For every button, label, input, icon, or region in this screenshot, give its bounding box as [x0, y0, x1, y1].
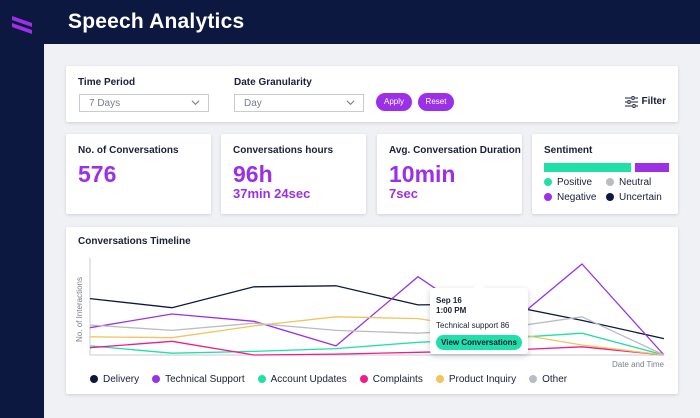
sliders-icon [625, 96, 638, 108]
sentiment-positive-bar [544, 163, 631, 172]
avg-duration-sub: 7sec [389, 186, 418, 201]
legend-item-other[interactable]: Other [529, 374, 567, 385]
page-title: Speech Analytics [68, 10, 244, 34]
conversations-timeline-card: Conversations Timeline No. of Interactio… [66, 227, 678, 394]
legend-item-product-inquiry[interactable]: Product Inquiry [436, 374, 516, 385]
sentiment-legend-uncertain: Uncertain [606, 192, 662, 203]
conversation-hours-value: 96h [233, 161, 273, 188]
legend-item-complaints[interactable]: Complaints [360, 374, 423, 385]
timeline-chart: No. of Interactions Date and Time [66, 227, 678, 372]
time-period-select[interactable]: 7 Days [79, 94, 209, 112]
legend-dot [258, 375, 266, 383]
chevron-down-icon [191, 98, 200, 107]
legend-label: Complaints [373, 374, 423, 385]
sentiment-legend-positive: Positive [544, 177, 592, 188]
filter-label: Filter [642, 96, 666, 107]
timeline-legend: Delivery Technical Support Account Updates… [90, 374, 580, 385]
legend-item-account-updates[interactable]: Account Updates [258, 374, 347, 385]
x-axis-label: Date and Time [612, 360, 665, 369]
conversation-hours-title: Conversations hours [233, 145, 333, 156]
brand-s-icon[interactable] [8, 11, 36, 39]
filter-panel: Time Period 7 Days Date Granularity Day … [66, 66, 678, 122]
main-content: Time Period 7 Days Date Granularity Day … [44, 44, 700, 418]
avg-duration-title: Avg. Conversation Duration [389, 145, 521, 156]
conversations-count-value: 576 [78, 161, 116, 188]
series-line-product-inquiry [90, 317, 664, 355]
legend-label: Delivery [103, 374, 139, 385]
avg-duration-card: Avg. Conversation Duration 10min 7sec [377, 134, 522, 214]
legend-label: Technical Support [165, 374, 245, 385]
time-period-label: Time Period [78, 77, 135, 88]
sentiment-negative-bar [635, 163, 669, 172]
chevron-down-icon [346, 98, 355, 107]
sentiment-card: Sentiment Positive Neutral Negative Unce… [532, 134, 678, 214]
sentiment-title: Sentiment [544, 145, 592, 156]
legend-dot [529, 375, 537, 383]
view-conversations-button[interactable]: View Conversations [436, 335, 522, 350]
time-period-value: 7 Days [89, 98, 120, 109]
legend-dot [360, 375, 368, 383]
filter-button[interactable]: Filter [642, 96, 666, 107]
conversation-hours-card: Conversations hours 96h 37min 24sec [221, 134, 366, 214]
series-line-other [90, 317, 664, 355]
legend-item-delivery[interactable]: Delivery [90, 374, 139, 385]
granularity-select[interactable]: Day [234, 94, 364, 112]
chart-tooltip: Sep 16 1:00 PM Technical support 86 View… [430, 288, 528, 354]
reset-button[interactable]: Reset [418, 93, 454, 111]
y-axis-label: No. of Interactions [75, 277, 84, 342]
legend-label: Product Inquiry [449, 374, 516, 385]
tooltip-time: 1:00 PM [436, 306, 466, 315]
tooltip-value: Technical support 86 [436, 321, 509, 330]
apply-button[interactable]: Apply [376, 93, 412, 111]
legend-label: Other [542, 374, 567, 385]
granularity-value: Day [244, 98, 262, 109]
conversations-count-title: No. of Conversations [78, 145, 179, 156]
legend-label: Account Updates [271, 374, 347, 385]
sentiment-legend-negative: Negative [544, 192, 596, 203]
sentiment-legend-neutral: Neutral [606, 177, 651, 188]
conversation-hours-sub: 37min 24sec [233, 186, 310, 201]
legend-dot [90, 375, 98, 383]
nav-rail [0, 0, 44, 418]
legend-item-technical-support[interactable]: Technical Support [152, 374, 245, 385]
header-bar: Speech Analytics [44, 0, 700, 44]
tooltip-date: Sep 16 [436, 296, 462, 305]
granularity-label: Date Granularity [234, 77, 312, 88]
legend-dot [152, 375, 160, 383]
conversations-count-card: No. of Conversations 576 [66, 134, 211, 214]
avg-duration-value: 10min [389, 161, 455, 188]
legend-dot [436, 375, 444, 383]
